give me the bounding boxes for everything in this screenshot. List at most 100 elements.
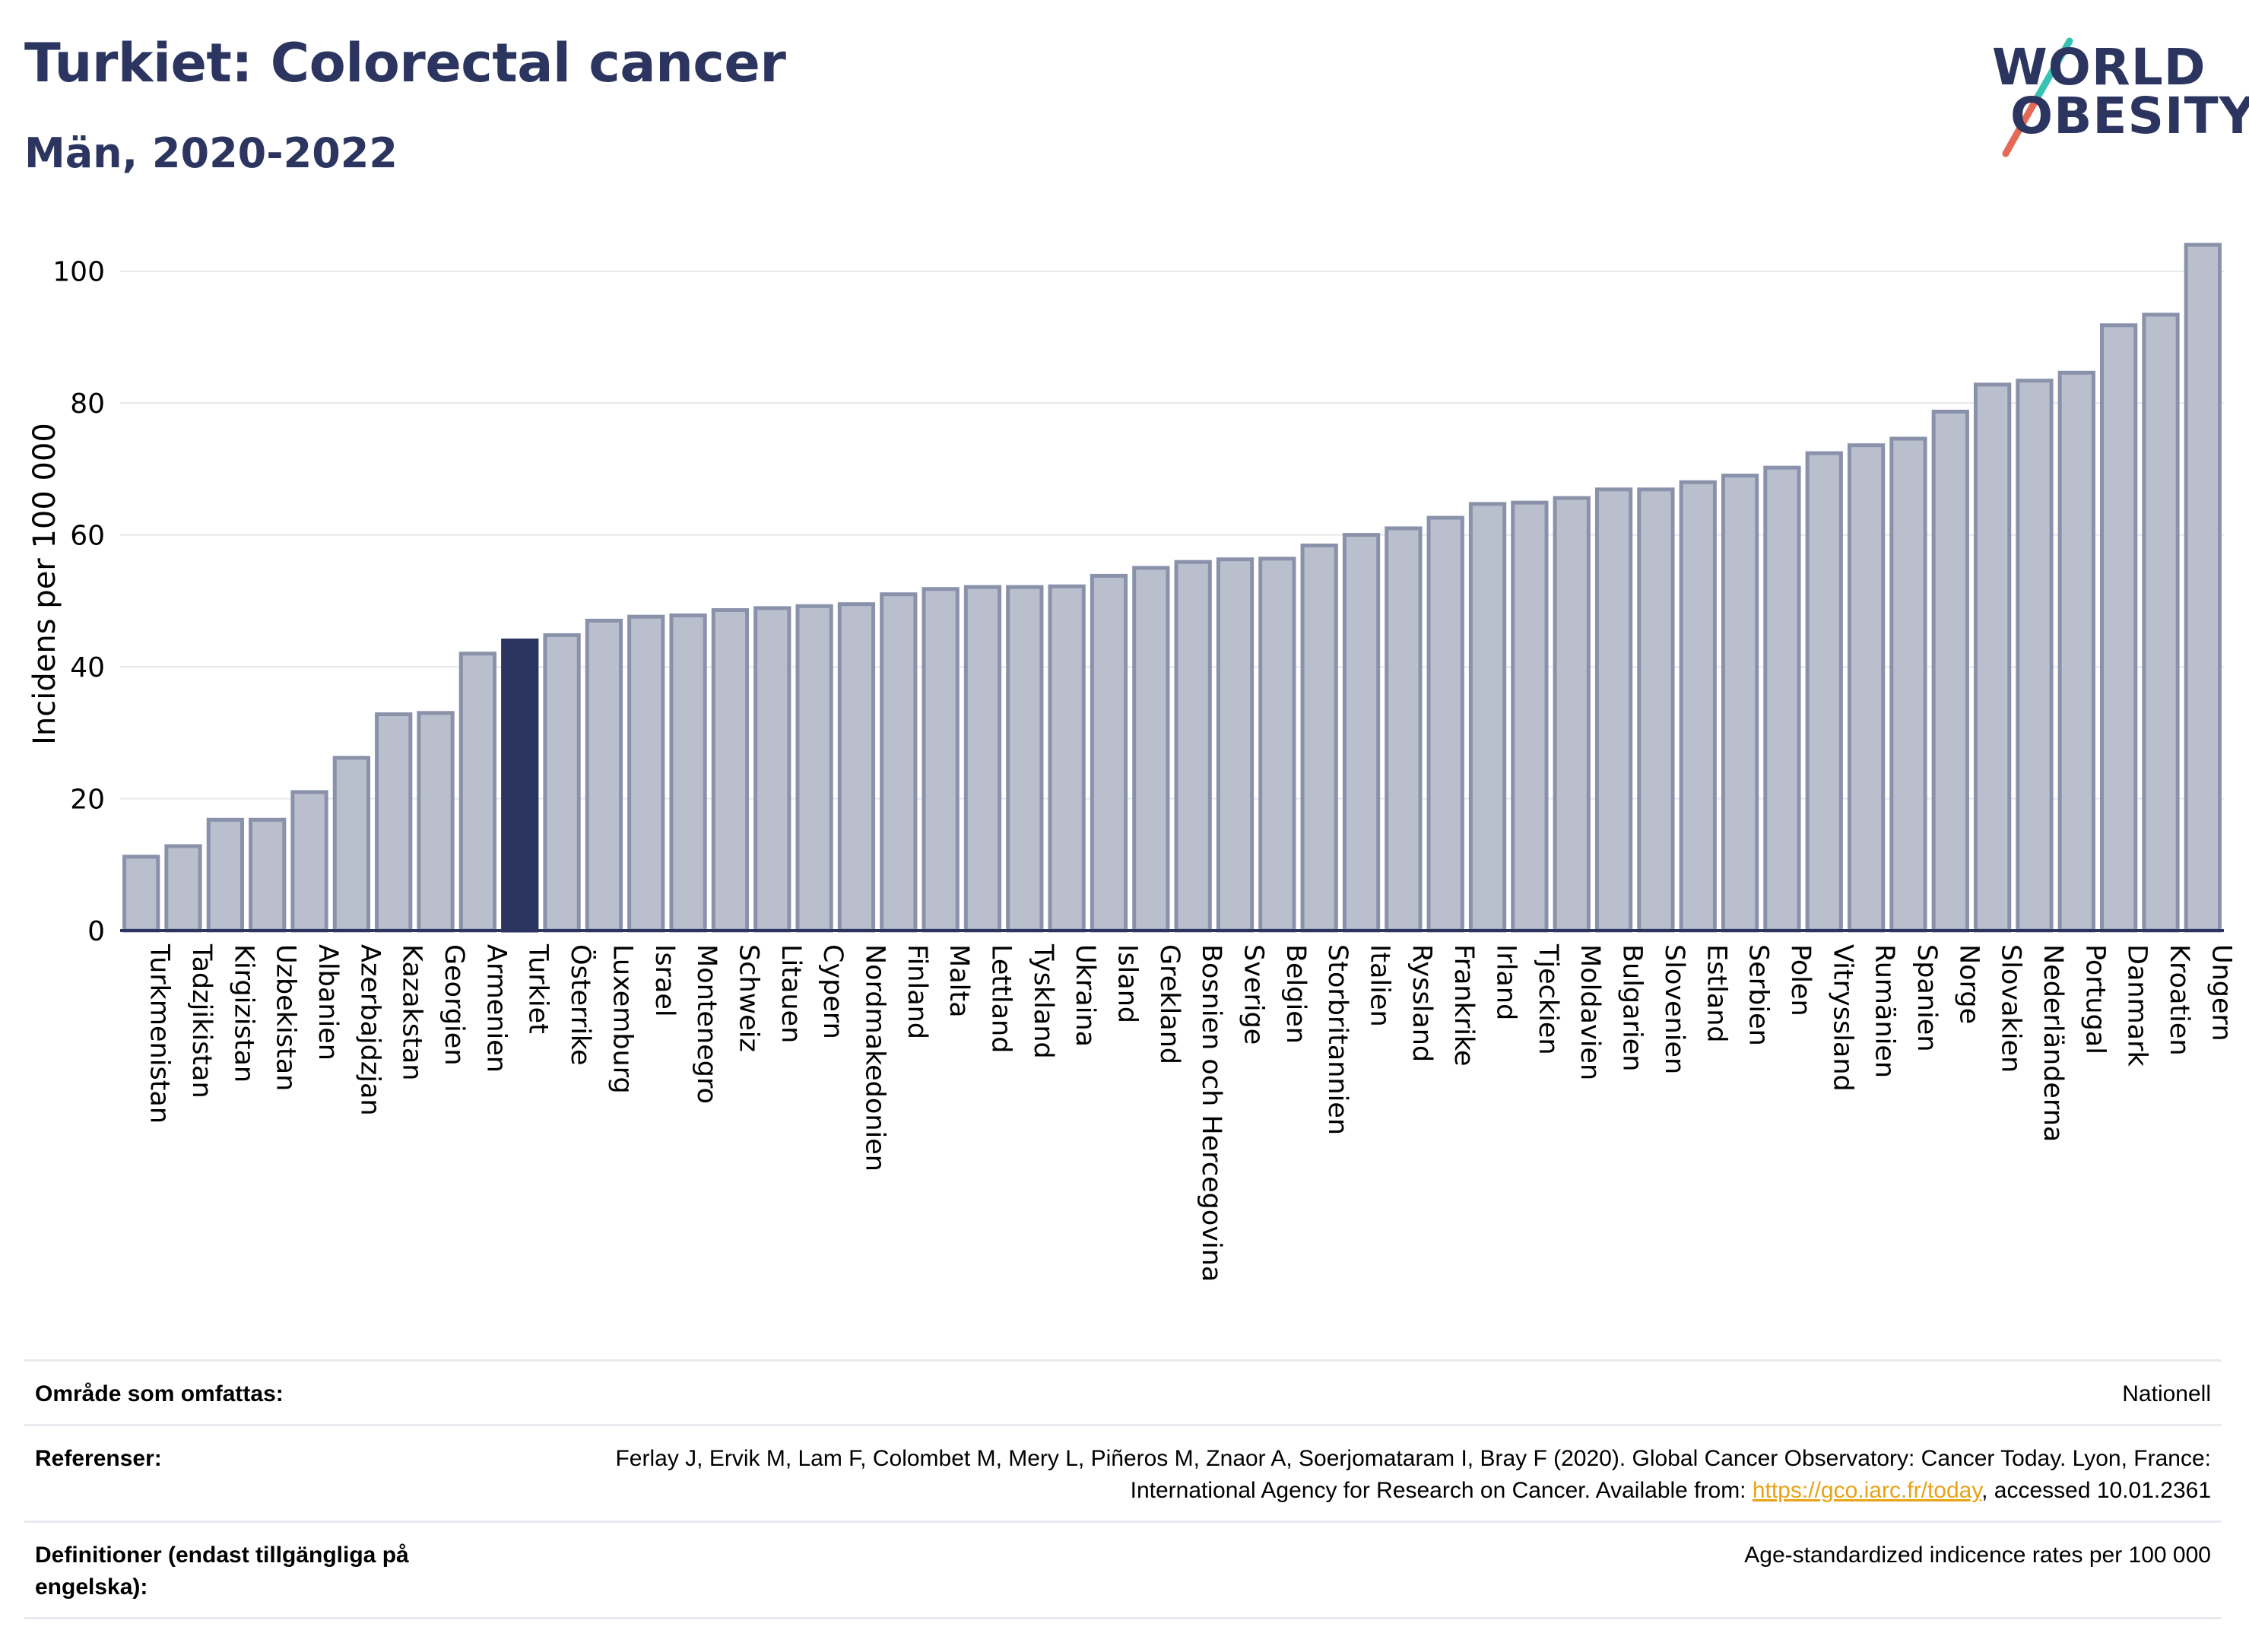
bar	[921, 587, 960, 933]
bar	[332, 756, 371, 933]
bar	[1847, 443, 1886, 933]
bar	[1973, 382, 2012, 933]
footer-label-definitions: Definitioner (endast tillgängliga på eng…	[35, 1543, 409, 1600]
x-tick-label: Österrike	[565, 944, 597, 1065]
page-subtitle: Män, 2020-2022	[24, 129, 398, 177]
x-tick-label: Serbien	[1743, 944, 1774, 1046]
bar	[1763, 465, 1801, 933]
bar	[2057, 370, 2095, 933]
bar	[375, 712, 413, 933]
bar	[880, 592, 918, 933]
footer-label-coverage: Område som omfattas:	[35, 1381, 284, 1406]
footer-row-coverage: Område som omfattas: Nationell	[24, 1359, 2222, 1424]
bar	[1048, 584, 1086, 933]
x-tick-label: Azerbajdzjan	[354, 944, 385, 1116]
bar	[669, 613, 707, 933]
bar	[2100, 323, 2138, 933]
x-tick-label: Belgien	[1280, 944, 1311, 1044]
x-tick-label: Frankrike	[1448, 944, 1479, 1067]
y-tick-label: 40	[70, 652, 105, 683]
bar	[290, 790, 328, 933]
bar	[1805, 451, 1843, 933]
footer-value-references: Ferlay J, Ervik M, Lam F, Colombet M, Me…	[538, 1443, 2211, 1507]
reference-link[interactable]: https://gco.iarc.fr/today	[1752, 1478, 1982, 1503]
x-tick-label: Portugal	[2079, 944, 2110, 1054]
bar	[585, 618, 623, 933]
bar	[1258, 556, 1296, 933]
x-tick-label: Moldavien	[1575, 944, 1605, 1080]
x-tick-label: Danmark	[2122, 944, 2152, 1067]
bar	[458, 652, 497, 933]
bar	[1132, 566, 1170, 933]
x-tick-label: Bulgarien	[1617, 944, 1648, 1071]
x-tick-label: Kirgizistan	[228, 944, 259, 1083]
bar	[753, 606, 791, 933]
x-tick-label: Norge	[1953, 944, 1984, 1024]
x-tick-label: Ukraina	[1070, 944, 1100, 1047]
bar	[837, 602, 876, 933]
x-tick-label: Tyskland	[1028, 943, 1058, 1059]
x-tick-label: Nordmakedonien	[859, 944, 890, 1172]
x-tick-label: Grekland	[1154, 944, 1185, 1064]
x-tick-label: Cypern	[817, 944, 848, 1039]
x-tick-label: Albanien	[312, 944, 343, 1061]
bar	[2142, 312, 2180, 933]
bar	[543, 633, 581, 933]
bar	[1721, 474, 1759, 933]
x-tick-label: Irland	[1491, 944, 1521, 1020]
bar	[711, 607, 750, 933]
bar	[1637, 487, 1675, 933]
y-tick-label: 60	[70, 521, 105, 552]
x-tick-label: Storbritannien	[1322, 944, 1353, 1135]
bar	[1342, 533, 1381, 933]
footer-value-coverage: Nationell	[2122, 1381, 2211, 1406]
reference-accessed: , accessed 10.01.2361	[1981, 1478, 2211, 1503]
bar	[1679, 480, 1717, 933]
bar	[417, 711, 455, 933]
bar	[627, 614, 665, 933]
footer-table: Område som omfattas: Nationell Referense…	[24, 1359, 2222, 1619]
page-title: Turkiet: Colorectal cancer	[24, 32, 786, 94]
x-tick-label: Island	[1112, 944, 1142, 1023]
x-tick-label: Turkmenistan	[144, 943, 175, 1124]
x-tick-label: Tadzjikistan	[186, 943, 217, 1099]
logo-text-obesity: OBESITY	[2010, 87, 2249, 145]
bar	[2184, 243, 2222, 933]
x-tick-label: Finland	[902, 944, 932, 1039]
x-tick-label: Polen	[1785, 944, 1816, 1016]
x-tick-label: Bosnien och Hercegovina	[1196, 944, 1226, 1282]
bar	[963, 585, 1002, 933]
x-tick-label: Montenegro	[691, 944, 722, 1104]
y-tick-label: 80	[70, 388, 105, 420]
world-obesity-logo[interactable]: WORLD OBESITY	[1977, 30, 2249, 167]
bar	[1006, 585, 1044, 933]
x-tick-label: Vitryssland	[1827, 944, 1857, 1092]
bar	[1594, 487, 1633, 933]
x-tick-label: Turkiet	[523, 943, 554, 1034]
y-tick-label: 20	[70, 785, 105, 816]
bar	[1090, 573, 1128, 933]
bar-chart: 0 20 40 60 80 100 Incidens per 100 000 Turkmeni…	[27, 243, 2236, 1282]
x-tick-label: Luxemburg	[607, 944, 637, 1094]
x-tick-label: Ryssland	[1407, 944, 1437, 1062]
bar	[122, 855, 160, 933]
x-tick-label: Uzbekistan	[271, 944, 301, 1091]
x-tick-label: Israel	[649, 944, 680, 1017]
x-tick-label: Kroatien	[2164, 944, 2194, 1056]
x-tick-label: Malta	[944, 944, 974, 1018]
x-tick-label: Sverige	[1239, 944, 1269, 1045]
x-tick-label: Litauen	[776, 944, 806, 1043]
y-tick-label: 100	[52, 257, 105, 288]
bar	[1300, 543, 1338, 933]
bar	[1931, 409, 1969, 933]
bar	[249, 817, 287, 933]
bar	[2016, 379, 2054, 933]
footer-value-definitions: Age-standardized indicence rates per 100…	[1744, 1543, 2211, 1568]
x-tick-label: Spanien	[1911, 944, 1942, 1052]
y-tick-label: 0	[87, 916, 105, 947]
footer-row-references: Referenser: Ferlay J, Ervik M, Lam F, Co…	[24, 1424, 2222, 1520]
bar	[1511, 500, 1549, 933]
x-tick-label: Slovenien	[1659, 944, 1689, 1074]
x-tick-label: Rumänien	[1870, 944, 1900, 1078]
x-tick-label: Armenien	[481, 944, 511, 1073]
